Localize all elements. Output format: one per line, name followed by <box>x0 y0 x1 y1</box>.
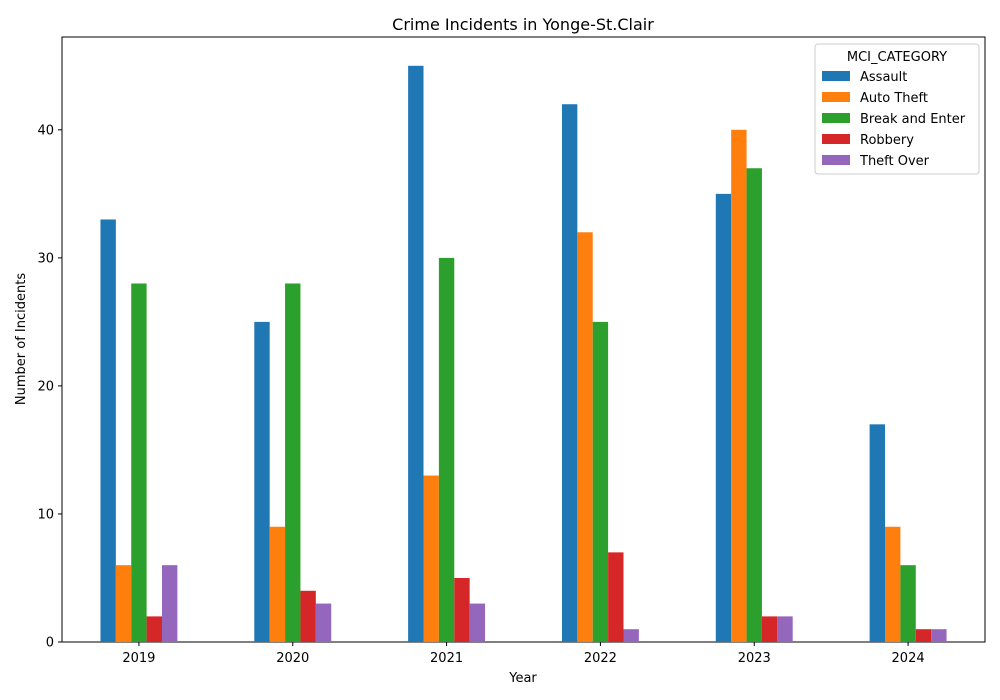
bar-break-and-enter-2023 <box>746 168 762 642</box>
bar-robbery-2019 <box>146 616 162 642</box>
bar-assault-2021 <box>408 65 424 643</box>
legend-title: MCI_CATEGORY <box>847 50 947 65</box>
bar-assault-2024 <box>869 424 886 642</box>
legend-label: Break and Enter <box>860 112 966 127</box>
bar-theft-over-2024 <box>931 629 947 642</box>
bar-robbery-2022 <box>608 552 624 642</box>
legend-label: Assault <box>860 70 907 85</box>
bar-break-and-enter-2024 <box>900 565 916 642</box>
bar-auto-theft-2021 <box>423 475 439 642</box>
y-tick-label: 20 <box>37 379 54 394</box>
x-tick-label: 2024 <box>892 651 925 666</box>
bars-layer <box>100 65 947 643</box>
bar-break-and-enter-2022 <box>592 321 609 642</box>
y-axis-title: Number of Incidents <box>14 273 29 405</box>
bar-auto-theft-2024 <box>885 526 901 642</box>
x-tick-label: 2020 <box>276 651 309 666</box>
bar-auto-theft-2020 <box>269 526 286 642</box>
y-tick-label: 10 <box>37 507 54 522</box>
legend-label: Robbery <box>860 133 914 148</box>
bar-robbery-2021 <box>454 577 470 642</box>
bar-assault-2019 <box>100 219 116 642</box>
x-tick-label: 2021 <box>430 651 463 666</box>
legend-swatch <box>822 113 850 123</box>
bar-theft-over-2022 <box>623 629 639 642</box>
bar-theft-over-2020 <box>315 603 332 642</box>
x-axis: 2019 2020 2021 2022 2023 2024 <box>122 642 925 666</box>
bar-theft-over-2019 <box>161 565 178 642</box>
x-tick-label: 2023 <box>738 651 771 666</box>
x-axis-title: Year <box>508 671 537 686</box>
legend-swatch <box>822 71 850 81</box>
bar-assault-2023 <box>715 193 732 642</box>
bar-theft-over-2021 <box>469 603 486 642</box>
bar-auto-theft-2022 <box>577 232 593 642</box>
y-axis: 0 10 20 30 40 <box>37 123 62 651</box>
y-tick-label: 0 <box>46 636 54 651</box>
bar-theft-over-2023 <box>777 616 793 642</box>
bar-robbery-2023 <box>761 616 778 642</box>
bar-assault-2020 <box>254 321 270 642</box>
legend-swatch <box>822 155 850 165</box>
bar-robbery-2024 <box>915 629 932 642</box>
y-tick-label: 30 <box>37 251 54 266</box>
plot-area: 2019 2020 2021 2022 2023 2024 0 10 20 30 40 <box>37 36 986 666</box>
bar-break-and-enter-2019 <box>131 283 147 642</box>
legend-swatch <box>822 134 850 144</box>
legend-label: Theft Over <box>859 154 930 169</box>
bar-break-and-enter-2020 <box>285 283 301 642</box>
bar-assault-2022 <box>561 104 578 642</box>
x-tick-label: 2022 <box>584 651 617 666</box>
legend-swatch <box>822 92 850 102</box>
bar-break-and-enter-2021 <box>438 257 455 642</box>
bar-auto-theft-2023 <box>731 129 747 642</box>
x-tick-label: 2019 <box>122 651 155 666</box>
bar-auto-theft-2019 <box>115 565 132 642</box>
chart-title: Crime Incidents in Yonge-St.Clair <box>392 15 654 34</box>
y-tick-label: 40 <box>37 123 54 138</box>
bar-robbery-2020 <box>300 590 316 642</box>
plot-frame <box>61 36 986 643</box>
legend-box <box>814 43 980 175</box>
legend-label: Auto Theft <box>860 91 928 106</box>
legend-items: Assault Auto Theft Break and Enter Robbery T… <box>822 70 966 169</box>
legend: MCI_CATEGORY Assault Auto Theft Break and … <box>814 43 980 175</box>
